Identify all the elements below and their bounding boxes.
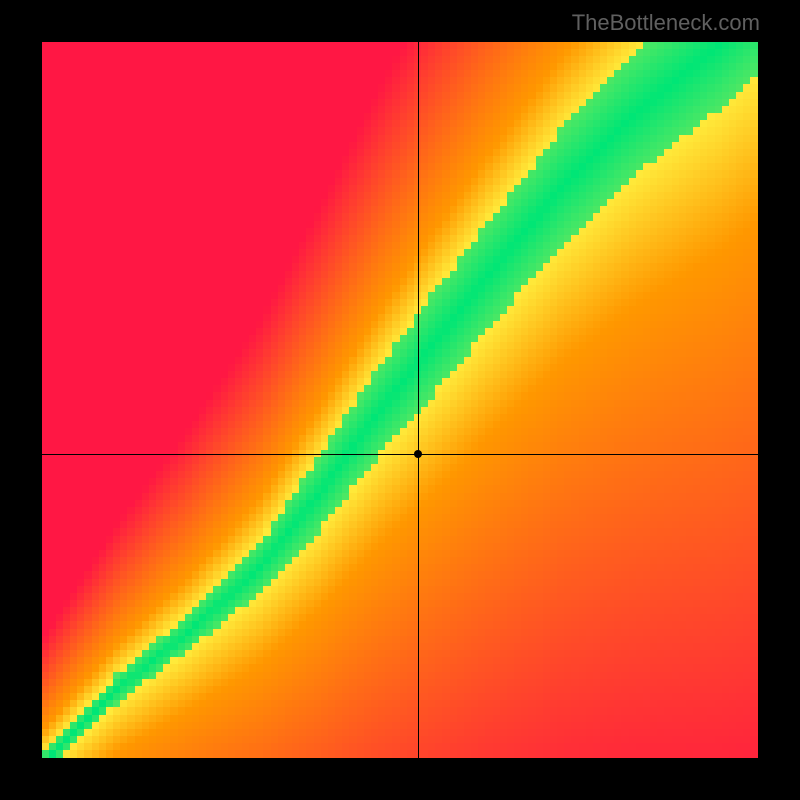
crosshair-dot <box>414 450 422 458</box>
heatmap-plot <box>42 42 758 758</box>
frame-right <box>758 0 800 800</box>
crosshair-vertical <box>418 42 419 758</box>
frame-left <box>0 0 42 800</box>
crosshair-horizontal <box>42 454 758 455</box>
frame-bottom <box>0 758 800 800</box>
watermark-text: TheBottleneck.com <box>572 10 760 36</box>
